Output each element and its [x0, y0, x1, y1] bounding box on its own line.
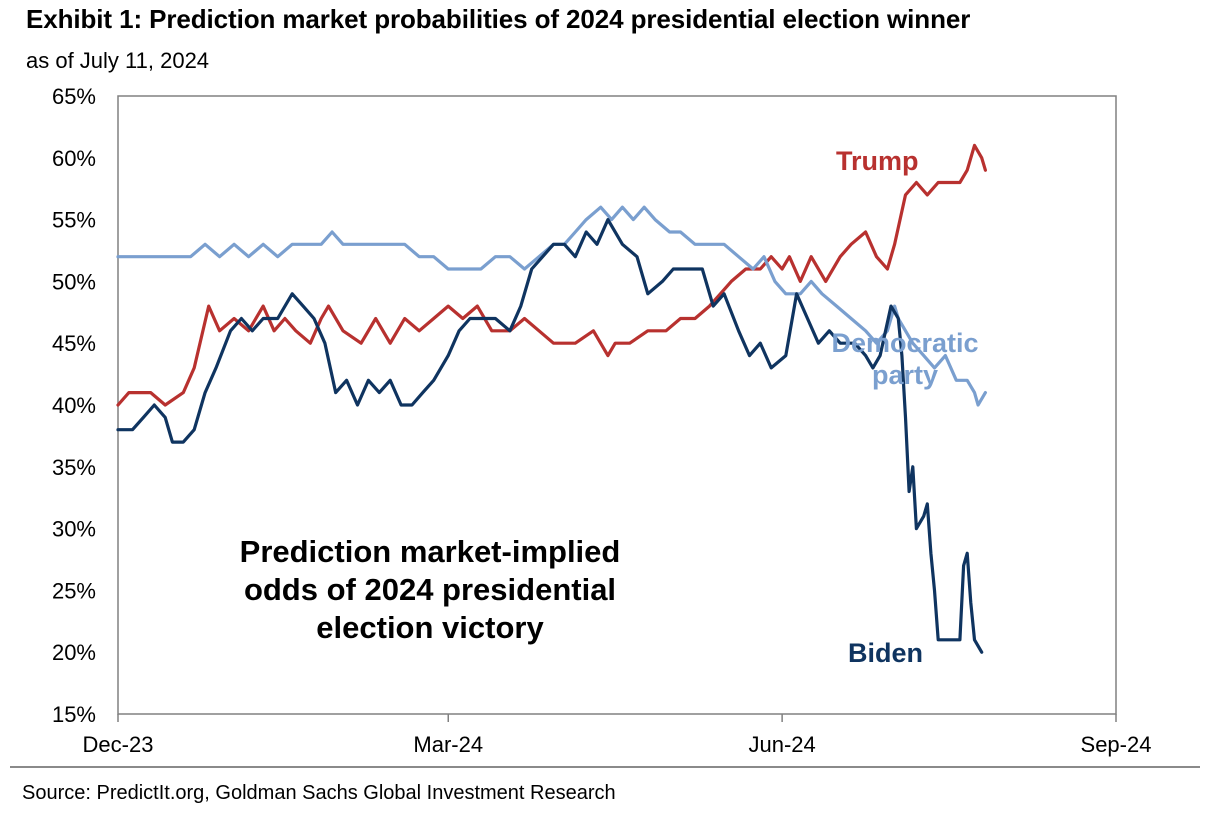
y-tick-label: 20% [52, 640, 96, 665]
chart-title: Exhibit 1: Prediction market probabiliti… [26, 4, 971, 34]
series-label-trump: Trump [836, 146, 919, 176]
y-tick-label: 35% [52, 455, 96, 480]
x-tick-label: Mar-24 [413, 732, 483, 757]
y-tick-label: 65% [52, 84, 96, 109]
plot-frame [117, 95, 1117, 715]
source-note: Source: PredictIt.org, Goldman Sachs Glo… [22, 782, 616, 804]
y-tick-label: 40% [52, 393, 96, 418]
chart-annotation: election victory [316, 610, 544, 645]
chart-annotation: odds of 2024 presidential [244, 572, 616, 607]
series-label-democratic-party: party [872, 360, 938, 390]
x-tick-label: Jun-24 [748, 732, 815, 757]
series-label-biden: Biden [848, 638, 923, 668]
y-tick-label: 25% [52, 578, 96, 603]
y-tick-label: 15% [52, 702, 96, 727]
y-tick-label: 30% [52, 517, 96, 542]
series-line-democratic-party [116, 205, 988, 407]
y-tick-label: 50% [52, 269, 96, 294]
y-tick-label: 60% [52, 146, 96, 171]
chart-annotation: Prediction market-implied [240, 534, 621, 569]
y-tick-label: 55% [52, 208, 96, 233]
x-tick-label: Sep-24 [1081, 732, 1152, 757]
chart-subtitle: as of July 11, 2024 [26, 48, 210, 73]
x-tick-label: Dec-23 [83, 732, 154, 757]
series-line-biden [116, 218, 984, 654]
series-line-trump [116, 143, 988, 407]
y-tick-label: 45% [52, 331, 96, 356]
source-divider [10, 766, 1200, 768]
series-label-democratic-party: Democratic [831, 328, 978, 358]
